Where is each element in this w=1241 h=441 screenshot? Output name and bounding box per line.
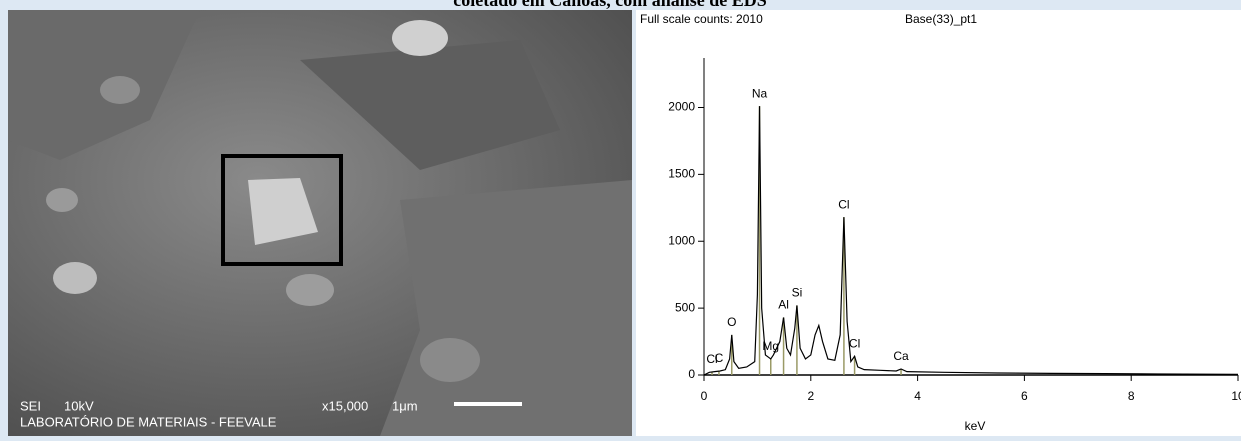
peak-label: Cl <box>838 197 849 211</box>
x-tick-label: 2 <box>807 389 814 403</box>
y-tick-label: 1000 <box>668 233 695 247</box>
y-tick-label: 2000 <box>668 100 695 114</box>
peak-label: Si <box>792 286 803 300</box>
sem-voltage: 10kV <box>64 398 94 413</box>
caption: coletado em Canoas, com análise de EDS <box>453 0 767 10</box>
y-tick-label: 1500 <box>668 167 695 181</box>
x-axis-label: keV <box>965 419 986 433</box>
peak-label: Ca <box>893 349 909 363</box>
x-tick-label: 6 <box>1021 389 1028 403</box>
x-tick-label: 4 <box>914 389 921 403</box>
x-tick-label: 0 <box>701 389 708 403</box>
y-tick-label: 0 <box>688 367 695 381</box>
chart-subtitle: Full scale counts: 2010 <box>640 12 763 26</box>
sem-mode: SEI <box>20 398 41 413</box>
peak-label: Al <box>778 298 789 312</box>
y-tick-label: 500 <box>675 300 695 314</box>
sem-magnification: x15,000 <box>322 398 368 413</box>
peak-label: C <box>715 351 724 365</box>
sem-lab: LABORATÓRIO DE MATERIAIS - FEEVALE <box>20 414 277 429</box>
peak-label: Cl <box>849 336 860 350</box>
peak-label: Na <box>752 86 768 100</box>
figure: coletado em Canoas, com análise de EDS S… <box>0 0 1241 436</box>
peak-label: O <box>727 315 736 329</box>
x-tick-label: 8 <box>1128 389 1135 403</box>
sem-image: SEI 10kV x15,000 1μm LABORATÓRIO DE MATE… <box>8 10 632 436</box>
chart-title: Base(33)_pt1 <box>905 12 977 26</box>
page: coletado em Canoas, com análise de EDS S… <box>0 0 1241 436</box>
x-tick-label: 10 <box>1231 389 1241 403</box>
sem-scale: 1μm <box>392 398 418 413</box>
